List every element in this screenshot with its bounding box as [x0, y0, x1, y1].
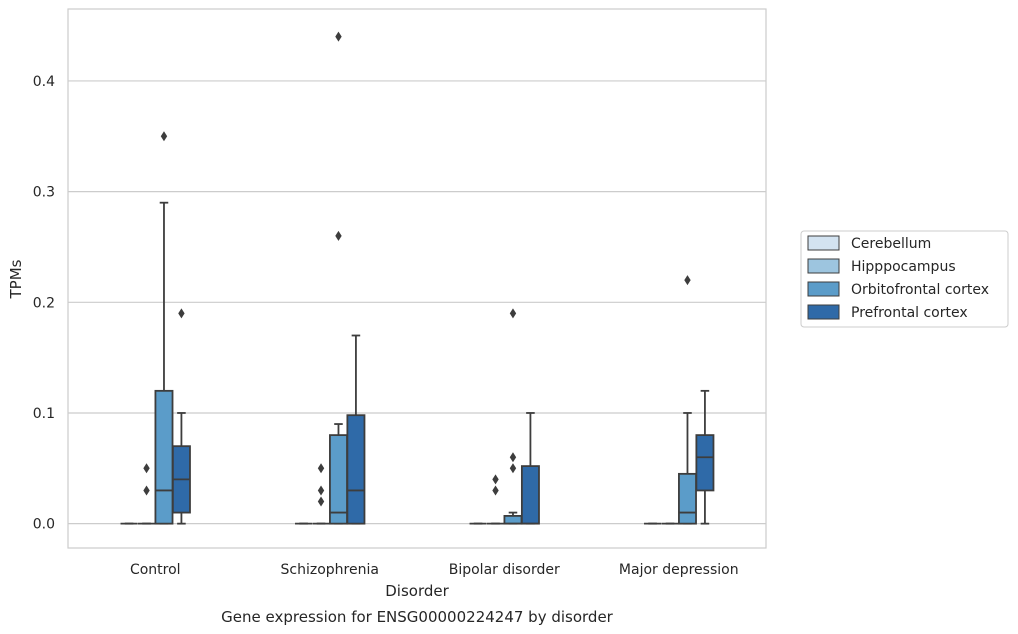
legend-label: Cerebellum	[851, 236, 931, 252]
box-outlier	[509, 308, 517, 319]
box-outlier	[317, 496, 325, 507]
y-tick-label: 0.0	[33, 517, 55, 533]
box	[678, 472, 697, 525]
y-tick-label: 0.1	[33, 406, 55, 422]
plot-area-frame	[67, 8, 767, 549]
box-outlier	[335, 230, 342, 241]
box-outlier	[492, 474, 499, 485]
legend-frame	[800, 230, 1009, 328]
legend-swatch	[807, 235, 840, 251]
y-tick-label: 0.4	[33, 74, 55, 90]
box	[520, 465, 540, 525]
x-axis-label: Disorder	[385, 582, 449, 600]
y-axis-label: TPMs	[7, 259, 25, 299]
y-tick-label: 0.2	[33, 295, 55, 311]
box-outlier	[143, 485, 150, 496]
box-outlier	[178, 308, 185, 319]
box-outlier	[143, 463, 150, 474]
box	[346, 414, 366, 525]
legend-label: Prefrontal cortex	[851, 305, 968, 321]
legend: Cerebellum Hipppocampus Orbitofrontal cort…	[800, 230, 1009, 328]
x-tick-label: Bipolar disorder	[449, 562, 560, 578]
box-plot-series	[120, 31, 715, 525]
box-outlier	[160, 131, 168, 142]
legend-label: Hipppocampus	[851, 259, 956, 275]
x-tick-label: Schizophrenia	[281, 562, 379, 578]
legend-swatch	[807, 281, 840, 297]
box	[503, 515, 523, 525]
y-tick-labels: 0.0 0.1 0.2 0.3 0.4	[33, 74, 55, 533]
x-tick-label: Major depression	[619, 562, 739, 578]
box	[695, 434, 715, 492]
box	[329, 434, 348, 525]
box	[154, 389, 174, 525]
box-outlier	[509, 452, 517, 463]
x-tick-label: Control	[130, 562, 181, 578]
legend-swatch	[807, 304, 840, 320]
box-outlier	[317, 485, 325, 496]
chart-caption: Gene expression for ENSG00000224247 by d…	[221, 608, 614, 626]
box-outlier	[492, 485, 499, 496]
box-outlier	[684, 275, 691, 286]
box-outlier	[509, 463, 517, 474]
legend-label: Orbitofrontal cortex	[851, 282, 989, 298]
box-outlier	[317, 463, 325, 474]
x-tick-labels: Control Schizophrenia Bipolar disorder Majo…	[130, 562, 739, 578]
box-outlier	[335, 31, 342, 42]
legend-swatch	[807, 258, 840, 274]
y-tick-label: 0.3	[33, 185, 55, 201]
